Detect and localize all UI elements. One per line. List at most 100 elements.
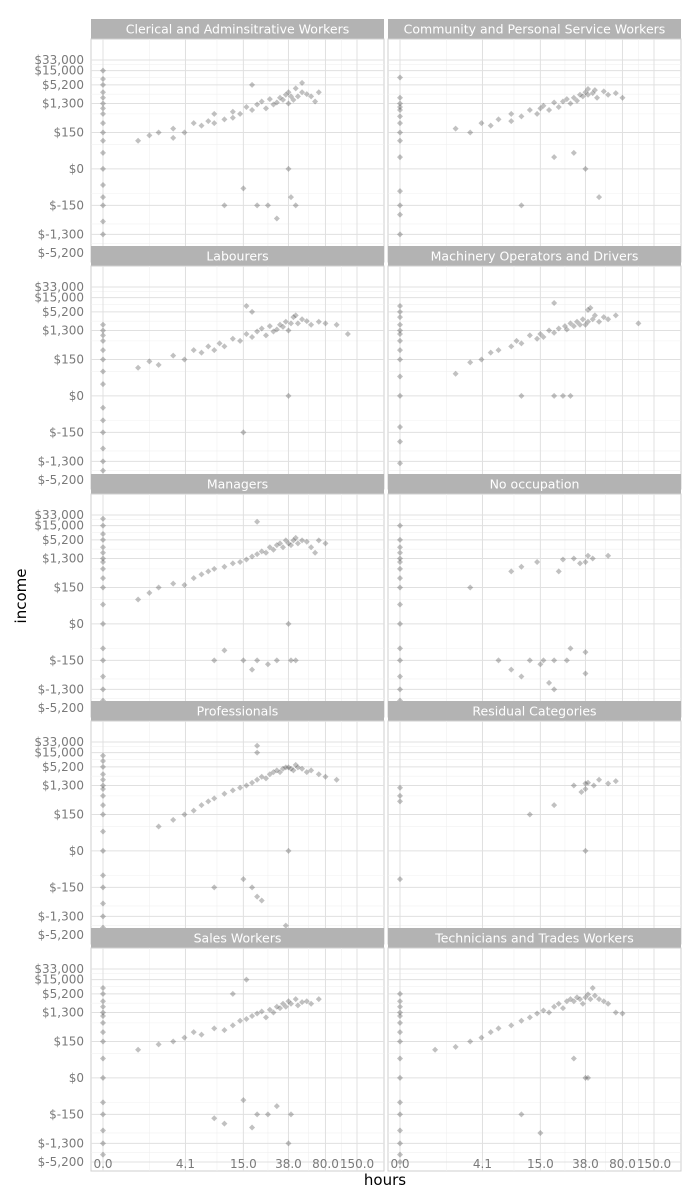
data-point <box>299 765 306 772</box>
data-point <box>584 552 591 559</box>
data-point <box>240 429 247 436</box>
data-point <box>567 996 574 1003</box>
data-point <box>262 549 269 556</box>
data-point <box>478 356 485 363</box>
data-point <box>397 1038 403 1045</box>
data-point <box>526 657 533 664</box>
data-point <box>397 1055 403 1062</box>
data-point <box>540 102 547 109</box>
data-point <box>100 404 106 411</box>
data-point <box>285 165 292 172</box>
data-point <box>397 424 403 431</box>
data-point <box>100 1013 106 1020</box>
data-point <box>254 1010 261 1017</box>
data-point <box>397 231 403 238</box>
data-point <box>635 320 642 327</box>
data-point <box>397 620 403 627</box>
y-tick-label: $5,200 <box>42 987 84 1001</box>
data-point <box>570 555 577 562</box>
data-point <box>262 775 269 782</box>
data-point <box>264 661 271 668</box>
data-point <box>221 647 228 654</box>
data-point <box>282 764 289 771</box>
data-point <box>100 218 106 225</box>
y-tick-label: $15,000 <box>34 64 84 78</box>
data-point <box>600 88 607 95</box>
data-point <box>279 1000 286 1007</box>
y-tick-label: $1,300 <box>42 551 84 565</box>
data-point <box>397 584 403 591</box>
data-point <box>100 429 106 436</box>
data-point <box>551 1003 558 1010</box>
gridlines <box>91 948 384 1171</box>
data-point <box>540 334 547 341</box>
data-point <box>270 328 277 335</box>
y-tick-label: $150 <box>53 352 84 366</box>
data-point <box>591 992 598 999</box>
data-point <box>243 1016 250 1023</box>
data-point <box>258 548 265 555</box>
data-point <box>254 328 261 335</box>
data-point <box>578 789 585 796</box>
data-point <box>397 460 403 467</box>
y-tick-label: $5,200 <box>42 533 84 547</box>
data-point <box>243 976 250 983</box>
data-point <box>397 565 403 572</box>
data-point <box>605 91 612 98</box>
data-point <box>555 325 562 332</box>
data-point <box>397 544 403 551</box>
data-point <box>100 575 106 582</box>
data-point <box>397 438 403 445</box>
data-point <box>397 104 403 111</box>
data-point <box>299 999 306 1006</box>
data-point <box>205 568 212 575</box>
y-tick-label: $0 <box>69 844 84 858</box>
facet-plot-area <box>90 265 385 490</box>
data-point <box>285 998 292 1005</box>
data-point <box>397 1151 403 1158</box>
data-point <box>198 571 205 578</box>
data-point <box>266 323 273 330</box>
y-tick-label: $-1,300 <box>38 454 84 468</box>
x-tick-label: 15.0 <box>527 1157 554 1171</box>
data-point <box>495 1025 502 1032</box>
data-point <box>303 538 310 545</box>
data-point <box>582 165 589 172</box>
data-point <box>290 96 297 103</box>
data-point <box>190 807 197 814</box>
data-point <box>100 165 106 172</box>
facet-strip-label: Professionals <box>197 704 279 719</box>
data-point <box>237 784 244 791</box>
y-tick-label: $33,000 <box>34 280 84 294</box>
data-point <box>508 1022 515 1029</box>
y-tick-label: $150 <box>53 807 84 821</box>
facet-strip-label: Labourers <box>206 249 268 264</box>
data-point <box>397 137 403 144</box>
facet-strip <box>91 928 384 948</box>
data-point <box>243 782 250 789</box>
data-point <box>333 321 340 328</box>
facet-plot-area <box>387 38 682 263</box>
data-point <box>170 125 177 132</box>
data-point <box>555 104 562 111</box>
data-point <box>198 802 205 809</box>
data-point <box>243 104 250 111</box>
data-point <box>467 129 474 136</box>
data-points <box>100 742 340 938</box>
data-point <box>397 686 403 693</box>
data-point <box>290 314 297 321</box>
data-point <box>285 1140 292 1147</box>
y-tick-label: $1,300 <box>42 96 84 110</box>
y-tick-label: $0 <box>69 1071 84 1085</box>
data-point <box>397 645 403 652</box>
data-point <box>100 194 106 201</box>
data-point <box>249 334 256 341</box>
data-point <box>518 392 525 399</box>
y-tick-label: $33,000 <box>34 962 84 976</box>
data-point <box>249 779 256 786</box>
data-point <box>495 116 502 123</box>
data-point <box>551 686 558 693</box>
facet-plot-area <box>387 720 682 945</box>
data-point <box>397 373 403 380</box>
data-point <box>292 202 299 209</box>
